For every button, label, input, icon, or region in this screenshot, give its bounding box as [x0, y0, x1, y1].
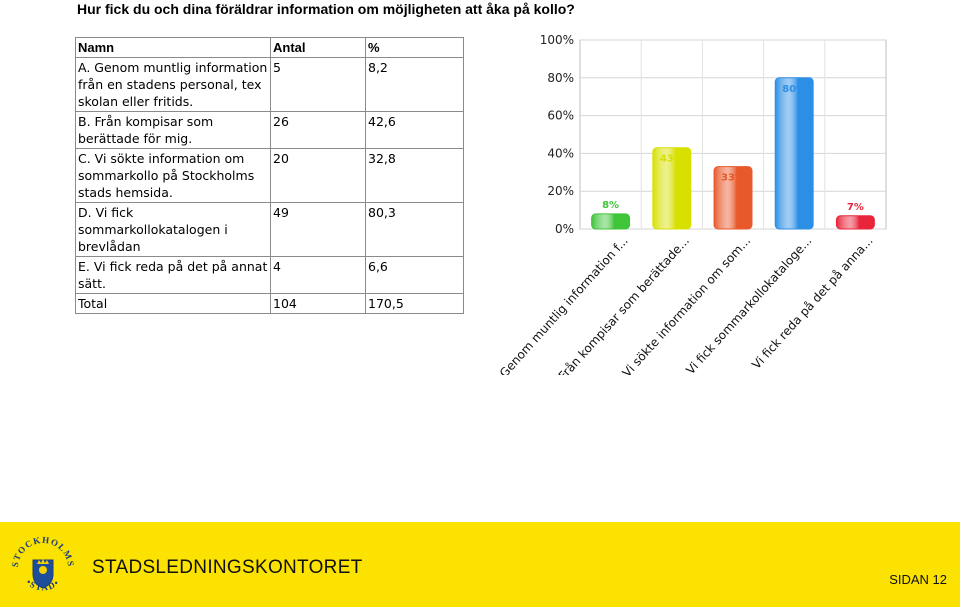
y-tick-label: 40%	[547, 146, 574, 160]
row-count: 49	[270, 202, 366, 257]
bar-value-label: 33%	[721, 173, 745, 184]
bar-value-label: 80%	[782, 84, 806, 95]
row-percent: 8,2	[365, 57, 464, 112]
table-row: C. Vi sökte information om sommarkollo p…	[75, 148, 464, 203]
table-row: E. Vi fick reda på det på annat sätt. 4 …	[75, 256, 464, 294]
row-percent: 42,6	[365, 111, 464, 149]
table-row: A. Genom muntlig information från en sta…	[75, 57, 464, 112]
row-name: C. Vi sökte information om sommarkollo p…	[75, 148, 271, 203]
footer-bar: STOCKHOLMS •STAD• STADSLEDNINGSKONTORET …	[0, 522, 960, 607]
x-tick-label: Genom muntlig information f...	[497, 234, 631, 375]
page-title: Hur fick du och dina föräldrar informati…	[77, 1, 575, 17]
row-count: 20	[270, 148, 366, 203]
table-total-row: Total 104 170,5	[75, 293, 464, 314]
y-tick-label: 20%	[547, 184, 574, 198]
bar-value-label: 7%	[847, 202, 864, 213]
total-label: Total	[75, 293, 271, 314]
total-percent: 170,5	[365, 293, 464, 314]
x-tick-label: Vi sökte information om som...	[620, 234, 754, 375]
row-name: D. Vi fick sommarkollokatalogen i brevlå…	[75, 202, 271, 257]
column-header-name: Namn	[75, 37, 271, 58]
y-tick-label: 100%	[540, 33, 574, 47]
bar-chart: 0% 20% 40% 60% 80% 100% 8% 43% 33% 80% 7% Genom mun…	[497, 33, 887, 375]
bar-value-label: 8%	[602, 200, 619, 211]
x-tick-label: Från kompisar som berättade...	[556, 234, 692, 375]
table-row: B. Från kompisar som berättade för mig. …	[75, 111, 464, 149]
row-name: E. Vi fick reda på det på annat sätt.	[75, 256, 271, 294]
total-count: 104	[270, 293, 366, 314]
column-header-percent: %	[365, 37, 464, 58]
bar-highlight	[713, 166, 753, 230]
table-header-row: Namn Antal %	[75, 37, 464, 58]
row-percent: 32,8	[365, 148, 464, 203]
bar-highlight	[774, 77, 814, 230]
table-row: D. Vi fick sommarkollokatalogen i brevlå…	[75, 202, 464, 257]
row-count: 5	[270, 57, 366, 112]
row-name: A. Genom muntlig information från en sta…	[75, 57, 271, 112]
bar-highlight	[652, 147, 692, 230]
x-tick-label: Vi fick sommarkollokataloge...	[683, 234, 814, 375]
y-tick-label: 60%	[547, 109, 574, 123]
bar-highlight	[591, 213, 631, 230]
y-tick-label: 80%	[547, 71, 574, 85]
row-count: 26	[270, 111, 366, 149]
results-table: Namn Antal % A. Genom muntlig informatio…	[75, 37, 464, 314]
bar-highlight	[835, 215, 875, 230]
page-number: SIDAN 12	[889, 572, 947, 587]
row-percent: 6,6	[365, 256, 464, 294]
footer-organization: STADSLEDNINGSKONTORET	[92, 557, 363, 578]
row-count: 4	[270, 256, 366, 294]
column-header-count: Antal	[270, 37, 366, 58]
bar-value-label: 43%	[660, 154, 684, 165]
row-name: B. Från kompisar som berättade för mig.	[75, 111, 271, 149]
row-percent: 80,3	[365, 202, 464, 257]
stockholm-stad-logo: STOCKHOLMS •STAD•	[10, 535, 75, 593]
y-tick-label: 0%	[555, 222, 574, 236]
x-tick-label: Vi fick reda på det på anna...	[749, 234, 875, 372]
